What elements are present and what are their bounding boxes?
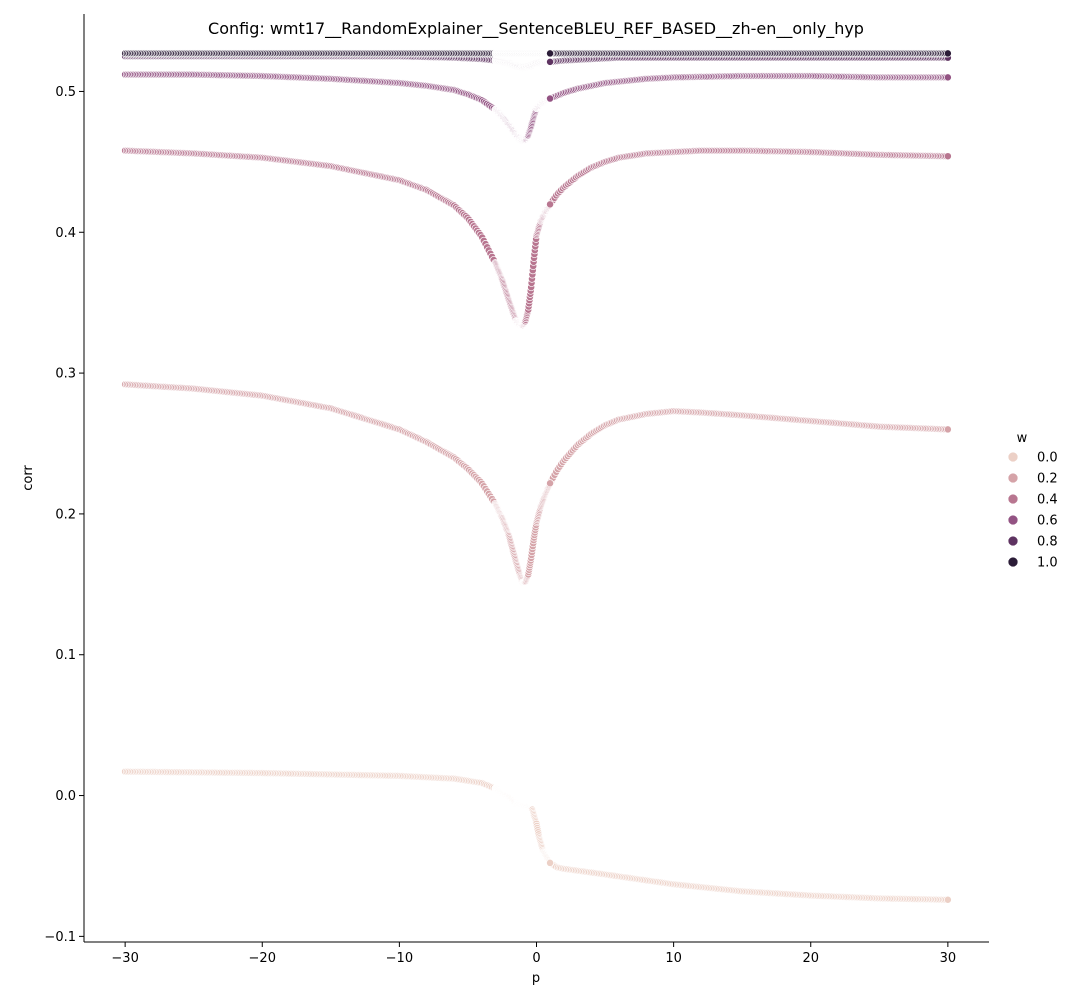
y-tick-label: −0.1 (44, 930, 76, 945)
x-ticks: −30 −20 −10 0 10 20 30 (111, 942, 956, 966)
series-w-1-0 (121, 49, 952, 58)
x-tick-label: 0 (532, 951, 540, 966)
series-w-0-0 (121, 767, 952, 904)
series-w-0-2 (121, 380, 952, 587)
y-tick-label: 0.2 (55, 507, 76, 522)
scatter-point (943, 425, 952, 434)
x-tick-label: −10 (386, 951, 413, 966)
scatter-point (943, 152, 952, 161)
y-tick-label: 0.0 (55, 789, 76, 804)
legend-label: 0.8 (1037, 535, 1058, 550)
legend: w 0.0 0.2 0.4 0.6 0.8 1.0 (1007, 431, 1058, 571)
x-tick-label: −20 (249, 951, 276, 966)
x-tick-label: 20 (802, 951, 819, 966)
y-ticks: −0.1 0.0 0.1 0.2 0.3 0.4 0.5 (44, 85, 84, 945)
scatter-point (546, 858, 555, 867)
legend-label: 1.0 (1037, 556, 1058, 571)
scatter-point (546, 200, 555, 209)
scatter-point (943, 73, 952, 82)
legend-marker (1007, 472, 1019, 484)
scatter-point (943, 49, 952, 58)
y-tick-label: 0.1 (55, 648, 76, 663)
chart-title: Config: wmt17__RandomExplainer__Sentence… (208, 19, 864, 39)
legend-marker (1007, 556, 1019, 568)
y-axis-label: corr (21, 465, 36, 491)
y-tick-label: 0.3 (55, 367, 76, 382)
legend-marker (1007, 493, 1019, 505)
y-tick-label: 0.5 (55, 85, 76, 100)
x-tick-label: 10 (665, 951, 682, 966)
legend-marker (1007, 451, 1019, 463)
legend-marker (1007, 535, 1019, 547)
legend-entries: 0.0 0.2 0.4 0.6 0.8 1.0 (1007, 451, 1058, 571)
x-axis-label: p (532, 971, 540, 986)
scatter-point (943, 895, 952, 904)
series-w-0-6 (121, 70, 952, 145)
legend-marker (1007, 514, 1019, 526)
scatter-point (546, 49, 555, 58)
scatter-point (546, 479, 555, 488)
legend-label: 0.2 (1037, 472, 1058, 487)
scatter-point (546, 57, 555, 66)
legend-title: w (1017, 431, 1028, 446)
legend-label: 0.0 (1037, 451, 1058, 466)
scatter-point (546, 94, 555, 103)
y-tick-label: 0.4 (55, 226, 76, 241)
x-tick-label: 30 (940, 951, 957, 966)
legend-label: 0.4 (1037, 493, 1058, 508)
series-w-0-4 (121, 146, 952, 330)
x-tick-label: −30 (111, 951, 138, 966)
legend-label: 0.6 (1037, 514, 1058, 529)
plot-points (121, 49, 952, 904)
